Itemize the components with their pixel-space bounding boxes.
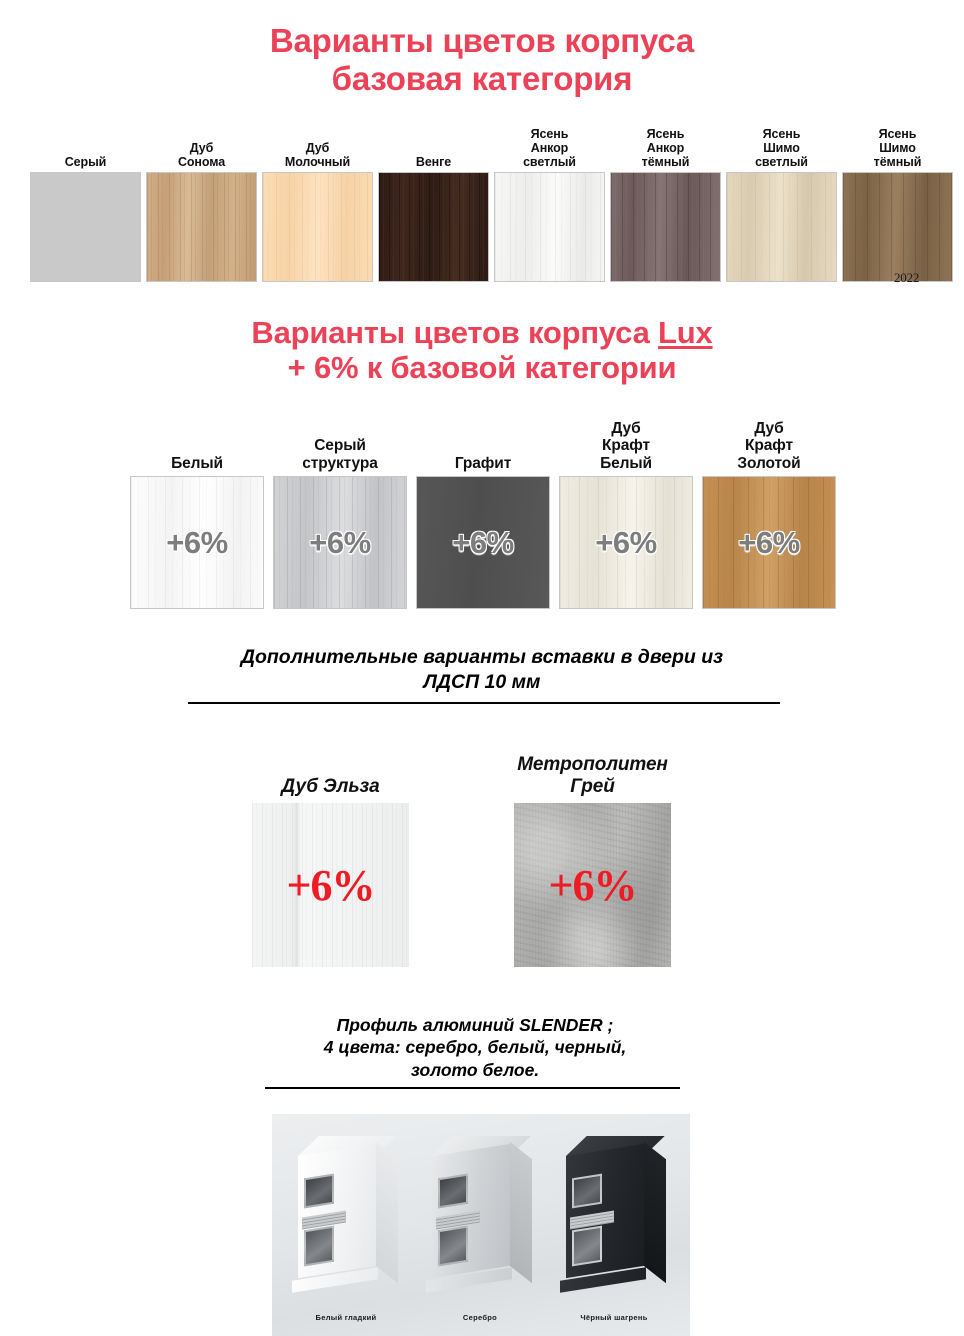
swatch-cell[interactable]: Серый структура +6% (273, 424, 407, 609)
swatch-cell[interactable]: Ясень Шимо тёмный (842, 126, 953, 282)
swatch-cell[interactable]: Белый +6% (130, 424, 264, 609)
swatch-label: Дуб Молочный (284, 141, 351, 169)
insert-note: Дополнительные варианты вставки в двери … (182, 645, 782, 695)
lux-category-title: Варианты цветов корпуса Lux + 6% к базов… (0, 315, 964, 386)
swatch-cell[interactable]: Дуб Сонома (146, 126, 257, 282)
profile-extrusion-icon (424, 1136, 536, 1293)
slender-note-line-3: золото белое. (410, 1059, 540, 1080)
swatch-label: Ясень Анкор светлый (523, 127, 576, 169)
profile-upper-channel (438, 1173, 468, 1209)
color-swatch[interactable]: +6% (514, 803, 671, 967)
year-watermark: 2022 (894, 270, 920, 285)
color-swatch[interactable] (610, 172, 721, 282)
swatch-label: Ясень Шимо тёмный (873, 127, 922, 169)
swatch-cell[interactable]: Дуб Крафт Золотой +6% (702, 419, 836, 609)
profile-lower-channel (438, 1225, 468, 1267)
profile-caption: Чёрный шагрень (580, 1313, 648, 1322)
swatch-label: Серый (64, 155, 107, 169)
divider-rule-insert (188, 702, 780, 704)
profile-extrusion-icon (558, 1136, 670, 1293)
swatch-cell[interactable]: Графит +6% (416, 424, 550, 609)
insert-note-line-1: Дополнительные варианты вставки в двери … (240, 646, 724, 668)
swatch-label: Дуб Эльза (281, 775, 380, 797)
profile-lower-channel (572, 1225, 602, 1267)
swatch-label: Серый структура (302, 437, 378, 472)
color-swatch[interactable] (378, 172, 489, 282)
lux-title-line-1: Варианты цветов корпуса Lux (0, 315, 964, 350)
lux-keyword: Lux (658, 315, 713, 350)
profile-extrusion-icon (290, 1136, 402, 1293)
slender-note: Профиль алюминий SLENDER ; 4 цвета: сере… (240, 1014, 710, 1081)
swatch-label: Графит (454, 454, 512, 472)
color-swatch[interactable] (30, 172, 141, 282)
color-swatch[interactable]: +6% (559, 476, 693, 609)
swatch-label: Белый (171, 454, 223, 472)
surcharge-badge: +6% (452, 524, 514, 560)
color-swatch[interactable]: +6% (702, 476, 836, 609)
swatch-label: Ясень Анкор тёмный (641, 127, 690, 169)
color-swatch[interactable] (146, 172, 257, 282)
slender-note-line-1: Профиль алюминий SLENDER ; (336, 1015, 614, 1035)
surcharge-badge: +6% (595, 524, 657, 560)
swatch-label: Дуб Крафт Золотой (737, 419, 801, 472)
swatch-cell[interactable]: Дуб Молочный (262, 126, 373, 282)
color-swatch[interactable] (262, 172, 373, 282)
divider-rule-slender (265, 1087, 680, 1089)
swatch-label: Венге (415, 155, 452, 169)
color-swatch[interactable] (842, 172, 953, 282)
surcharge-badge: +6% (166, 524, 228, 560)
profile-caption: Белый гладкий (315, 1313, 377, 1322)
lux-title-prefix: Варианты цветов корпуса (251, 315, 659, 350)
profile-caption: Серебро (462, 1313, 498, 1322)
swatch-label: Дуб Сонома (177, 141, 226, 169)
color-swatch[interactable] (726, 172, 837, 282)
swatch-label: Дуб Крафт Белый (600, 419, 652, 472)
color-swatch[interactable]: +6% (273, 476, 407, 609)
profile-lower-channel (304, 1225, 334, 1267)
profile-side-face (510, 1142, 532, 1284)
profile-side-face (644, 1142, 666, 1284)
profile-upper-channel (572, 1173, 602, 1209)
surcharge-badge: +6% (738, 524, 800, 560)
swatch-cell[interactable]: Дуб Эльза +6% (252, 755, 409, 967)
color-swatch[interactable]: +6% (252, 803, 409, 967)
swatch-label: Ясень Шимо светлый (755, 127, 808, 169)
lux-title-line-2: + 6% к базовой категории (287, 350, 677, 386)
base-title-line-2: базовая категория (331, 59, 633, 97)
base-category-title: Варианты цветов корпуса базовая категори… (0, 22, 964, 97)
swatch-cell[interactable]: Ясень Шимо светлый (726, 126, 837, 282)
slender-note-line-2: 4 цвета: серебро, белый, черный, (323, 1037, 627, 1058)
swatch-cell[interactable]: Ясень Анкор тёмный (610, 126, 721, 282)
swatch-label: Метрополитен Грей (517, 754, 668, 797)
color-swatch[interactable]: +6% (416, 476, 550, 609)
surcharge-badge: +6% (286, 860, 375, 910)
color-swatch[interactable]: +6% (130, 476, 264, 609)
profile-upper-channel (304, 1173, 334, 1209)
base-title-line-1: Варианты цветов корпуса (269, 22, 695, 59)
swatch-cell[interactable]: Метрополитен Грей +6% (514, 754, 671, 967)
aluminium-profile-photo: Белый гладкий Серебро (272, 1114, 690, 1336)
insert-note-line-2: ЛДСП 10 мм (423, 670, 541, 693)
color-swatch[interactable] (494, 172, 605, 282)
surcharge-badge: +6% (548, 860, 637, 910)
swatch-cell[interactable]: Венге (378, 126, 489, 282)
profile-side-face (376, 1142, 398, 1284)
lux-swatch-row: Белый +6% Серый структура +6% Графит +6% Дуб Кра… (130, 419, 836, 609)
base-swatch-row: Серый Дуб Сонома Дуб Молочный Венге Ясень Анкор… (30, 126, 953, 282)
surcharge-badge: +6% (309, 524, 371, 560)
insert-swatch-row: Дуб Эльза +6% Метрополитен Грей +6% (252, 754, 671, 967)
swatch-cell[interactable]: Ясень Анкор светлый (494, 126, 605, 282)
swatch-cell[interactable]: Дуб Крафт Белый +6% (559, 419, 693, 609)
swatch-cell[interactable]: Серый (30, 126, 141, 282)
